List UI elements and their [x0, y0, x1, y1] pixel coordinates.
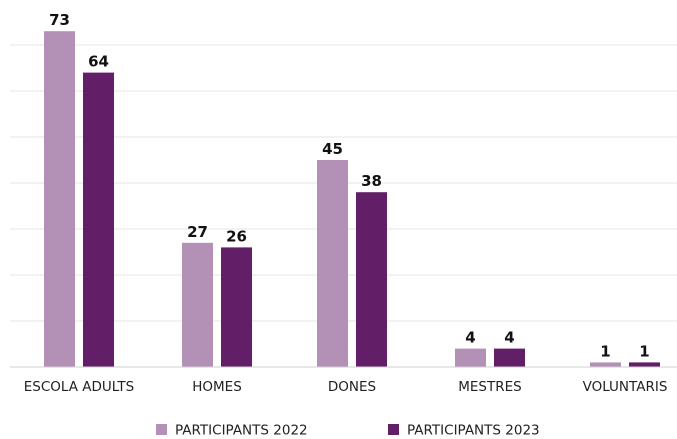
- bar-1-escola-adults: [44, 31, 75, 367]
- data-label: 38: [361, 172, 382, 190]
- bars: [44, 31, 660, 367]
- category-label: HOMES: [192, 379, 242, 395]
- data-label: 1: [639, 342, 649, 360]
- bar-1-voluntaris: [590, 362, 621, 367]
- bar-2-voluntaris: [629, 362, 660, 367]
- data-label: 26: [226, 227, 247, 245]
- category-label: MESTRES: [458, 379, 521, 395]
- legend: PARTICIPANTS 2022 PARTICIPANTS 2023: [156, 423, 540, 439]
- value-labels: 73 64 27 26 45 38 4 4 1 1: [49, 11, 650, 360]
- bar-2-dones: [356, 192, 387, 367]
- legend-label: PARTICIPANTS 2023: [407, 423, 540, 439]
- legend-label: PARTICIPANTS 2022: [175, 423, 308, 439]
- bar-1-dones: [317, 160, 348, 367]
- category-labels: ESCOLA ADULTS HOMES DONES MESTRES VOLUNTARIS: [24, 379, 668, 395]
- category-label: ESCOLA ADULTS: [24, 379, 135, 395]
- category-label: VOLUNTARIS: [583, 379, 668, 395]
- bar-2-escola-adults: [83, 72, 114, 367]
- bar-2-homes: [221, 247, 252, 367]
- data-label: 27: [187, 223, 208, 241]
- data-label: 45: [322, 140, 343, 158]
- data-label: 1: [600, 342, 610, 360]
- bar-1-homes: [182, 242, 213, 367]
- legend-swatch: [156, 424, 167, 435]
- bar-1-mestres: [455, 348, 486, 367]
- data-label: 4: [504, 329, 514, 347]
- legend-item: PARTICIPANTS 2022: [156, 423, 308, 439]
- bar-2-mestres: [494, 348, 525, 367]
- category-label: DONES: [328, 379, 376, 395]
- legend-item: PARTICIPANTS 2023: [388, 423, 540, 439]
- legend-swatch: [388, 424, 399, 435]
- data-label: 4: [465, 329, 475, 347]
- data-label: 64: [88, 53, 109, 71]
- data-label: 73: [49, 11, 70, 29]
